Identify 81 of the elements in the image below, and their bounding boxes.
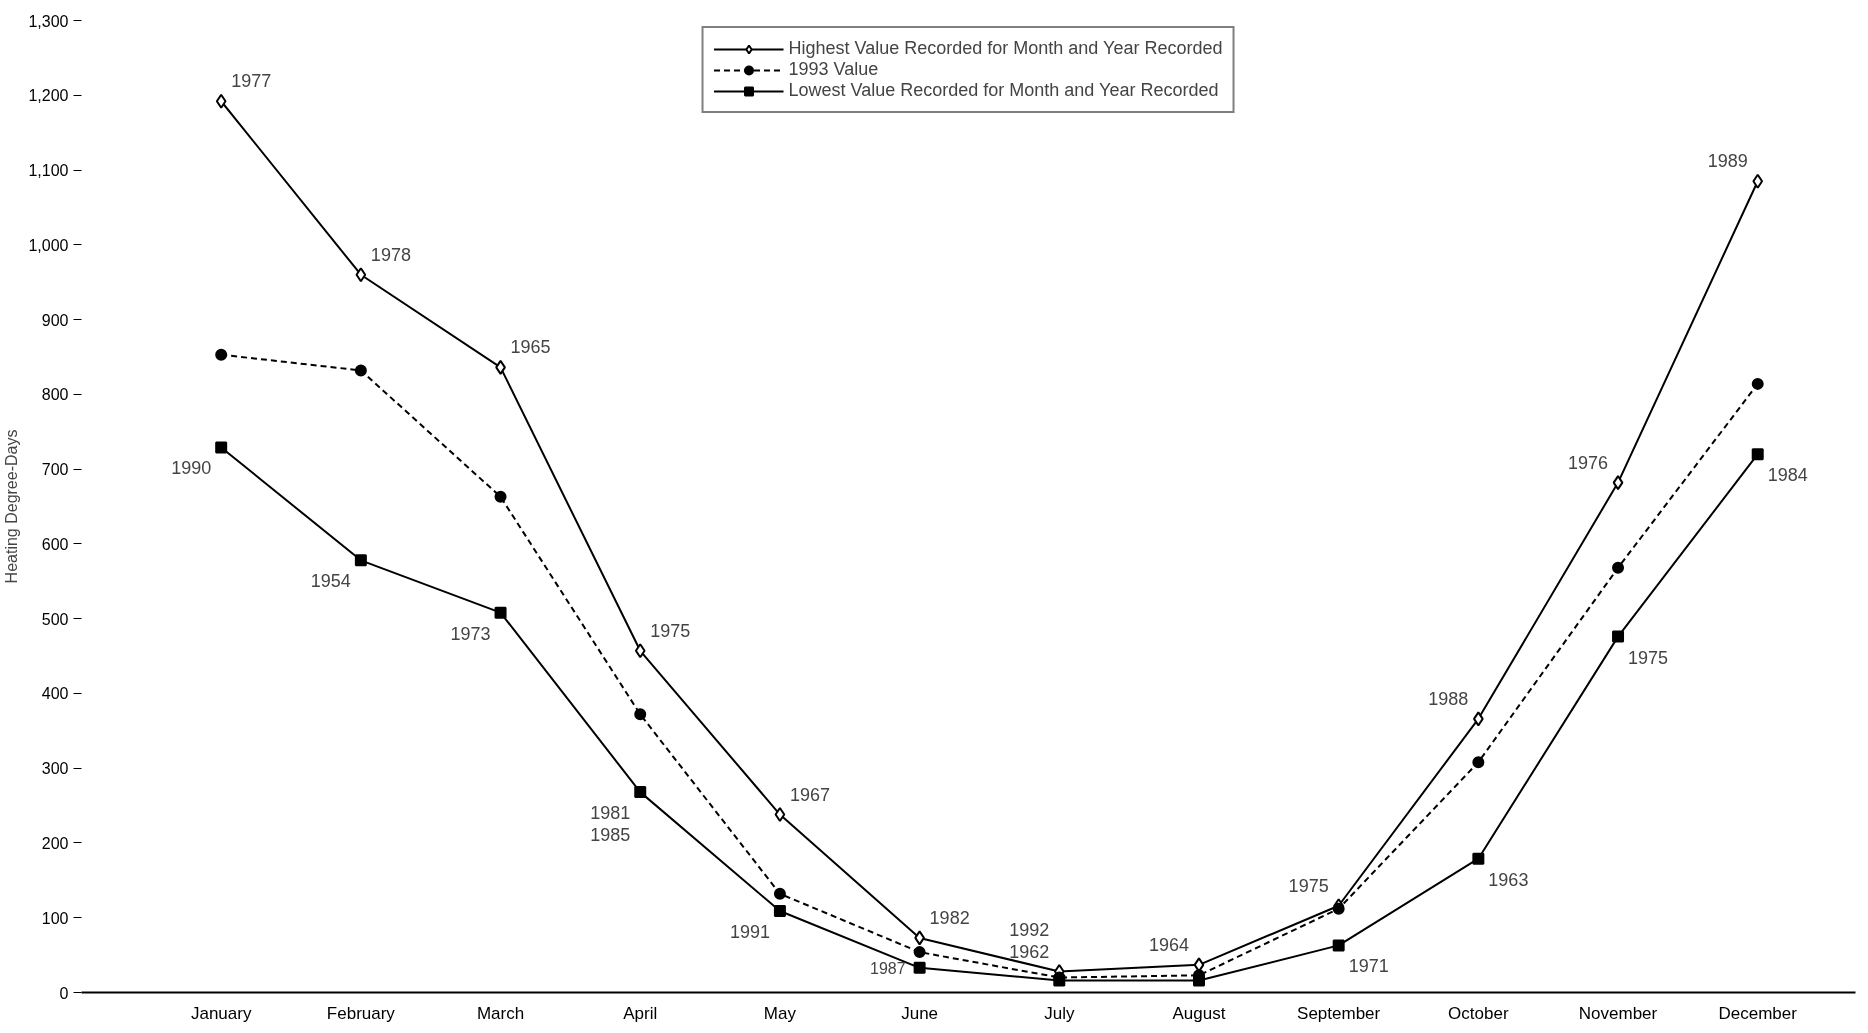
point — [215, 441, 228, 454]
y-tick-label: 800 — [41, 386, 69, 404]
x-tick-label: November — [1578, 1003, 1658, 1023]
x-tick-label: March — [476, 1003, 525, 1023]
legend-label: Highest Value Recorded for Month and Year Recorded — [788, 38, 1223, 59]
point — [773, 905, 786, 917]
annotation: 1989 — [1707, 151, 1748, 172]
x-tick-label: May — [763, 1003, 797, 1023]
point — [634, 708, 647, 721]
y-tick-label: 900 — [41, 311, 69, 329]
point — [1612, 475, 1624, 491]
x-tick-label: June — [901, 1003, 939, 1023]
point — [1472, 756, 1485, 769]
point — [1472, 852, 1485, 865]
y-tick-label: 1,100 — [28, 162, 69, 180]
point — [774, 807, 786, 823]
annotation: 1991 — [729, 922, 770, 942]
y-tick-label: 500 — [41, 610, 69, 628]
point — [773, 887, 786, 900]
point — [215, 348, 228, 361]
annotation: 1965 — [510, 337, 551, 358]
point — [355, 267, 367, 283]
annotation: 1987 — [870, 959, 906, 977]
annotation: 1978 — [370, 244, 411, 265]
y-tick-label: 1,300 — [28, 12, 69, 30]
y-tick-label: 700 — [41, 461, 69, 479]
x-tick-label: August — [1172, 1003, 1226, 1023]
annotation: 1976 — [1567, 452, 1609, 473]
point — [1751, 448, 1764, 461]
point — [1752, 173, 1764, 189]
y-tick-label: 400 — [41, 685, 69, 703]
annotation: 1975 — [1628, 647, 1669, 668]
y-tick-label: 0 — [59, 984, 69, 1002]
x-tick-label: January — [190, 1003, 252, 1023]
annotation: 1982 — [929, 907, 970, 928]
point — [634, 786, 647, 799]
annotation: 1975 — [1288, 875, 1329, 896]
annotation: 1954 — [310, 571, 351, 592]
y-tick-label: 1,200 — [28, 87, 69, 105]
y-axis-title: Heating Degree-Days — [3, 429, 21, 584]
annotation: 1981 — [590, 803, 631, 824]
x-tick-label: July — [1044, 1003, 1075, 1023]
point — [494, 490, 507, 503]
annotation: 1977 — [231, 71, 272, 92]
point — [354, 364, 367, 377]
point — [913, 961, 926, 974]
point — [215, 93, 227, 109]
y-tick-label: 1,000 — [28, 236, 69, 254]
point — [1332, 902, 1345, 915]
annotation: 1971 — [1348, 956, 1389, 977]
point — [1612, 561, 1625, 574]
annotation: 1962 — [1009, 941, 1050, 962]
annotation: 1973 — [450, 623, 491, 644]
annotation: 1967 — [789, 784, 830, 805]
y-tick-label: 100 — [41, 909, 69, 927]
annotation: 1992 — [1009, 919, 1050, 940]
point — [354, 554, 367, 567]
y-tick-label: 300 — [41, 760, 69, 778]
point — [1192, 974, 1205, 987]
legend-label: Lowest Value Recorded for Month and Year Recorded — [788, 80, 1219, 101]
x-tick-label: February — [326, 1003, 396, 1023]
y-tick-label: 200 — [41, 834, 69, 852]
x-tick-label: September — [1297, 1003, 1381, 1023]
legend-label: 1993 Value — [788, 59, 879, 80]
annotation: 1990 — [171, 458, 212, 479]
annotation: 1984 — [1767, 465, 1808, 486]
point — [634, 643, 646, 659]
annotation: 1975 — [650, 620, 691, 641]
point — [1751, 377, 1764, 390]
y-tick-label: 600 — [41, 535, 69, 553]
point — [1332, 939, 1345, 952]
x-tick-label: October — [1448, 1003, 1509, 1023]
annotation: 1963 — [1488, 869, 1529, 890]
x-tick-label: April — [623, 1003, 658, 1023]
point — [494, 606, 507, 619]
annotation: 1985 — [590, 825, 631, 846]
point — [913, 946, 926, 959]
point — [1612, 630, 1625, 643]
x-tick-label: December — [1718, 1003, 1798, 1023]
annotation: 1964 — [1148, 934, 1189, 955]
annotation: 1988 — [1428, 688, 1469, 709]
